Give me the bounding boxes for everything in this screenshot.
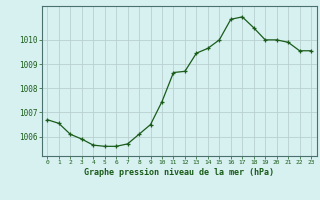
X-axis label: Graphe pression niveau de la mer (hPa): Graphe pression niveau de la mer (hPa)	[84, 168, 274, 177]
